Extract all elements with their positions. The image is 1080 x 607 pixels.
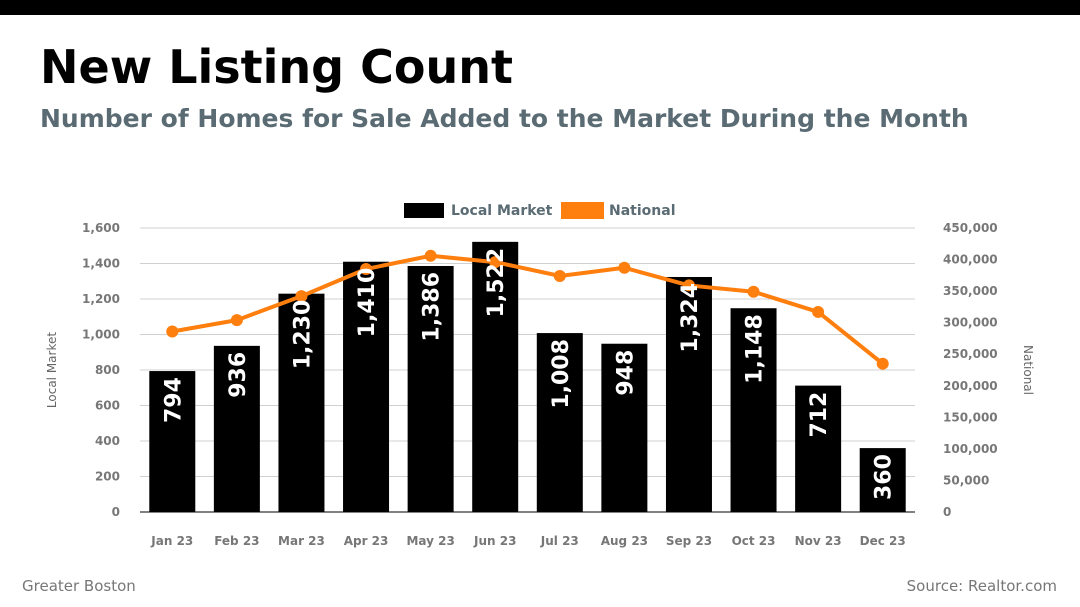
x-tick-label: Nov 23 [795, 534, 842, 548]
y-tick-label-right: 200,000 [943, 379, 998, 393]
national-point [682, 279, 695, 292]
page-subtitle: Number of Homes for Sale Added to the Ma… [40, 104, 969, 133]
y-tick-label-left: 1,200 [82, 292, 120, 306]
bar-local-market [278, 293, 325, 512]
page-title: New Listing Count [40, 40, 513, 94]
national-point [876, 357, 889, 370]
x-tick-label: May 23 [406, 534, 454, 548]
bar-local-market [795, 385, 842, 512]
legend-label-local-market: Local Market [451, 203, 553, 219]
bar-local-market [665, 276, 712, 512]
y-tick-label-left: 600 [95, 399, 120, 413]
bar-local-market [730, 308, 777, 512]
y-tick-label-right: 250,000 [943, 347, 998, 361]
y-tick-label-left: 1,000 [82, 328, 120, 342]
x-tick-label: Jun 23 [473, 534, 516, 548]
national-line [171, 253, 884, 366]
x-tick-label: Sep 23 [666, 534, 712, 548]
bar-local-market [407, 265, 454, 512]
footer-source: Source: Realtor.com [906, 577, 1057, 595]
top-bar [0, 0, 1080, 15]
x-tick-label: Feb 23 [214, 534, 259, 548]
gridlines [140, 227, 915, 477]
bar-value-label: 948 [613, 350, 638, 396]
bar-series-local-market [149, 241, 906, 512]
bar-value-label: 1,410 [355, 268, 380, 338]
legend-label-national: National [609, 203, 676, 219]
y-tick-label-right: 400,000 [943, 253, 998, 267]
y-tick-label-right: 350,000 [943, 284, 998, 298]
bar-local-market [213, 345, 260, 512]
bar-local-market [859, 448, 906, 512]
y-tick-label-left: 1,400 [82, 257, 120, 271]
legend-swatch-national [561, 202, 604, 219]
bar-value-label: 360 [872, 454, 897, 500]
y-tick-label-right: 0 [943, 505, 951, 519]
y-tick-label-left: 200 [95, 470, 120, 484]
bar-local-market [601, 343, 648, 512]
bar-local-market [472, 241, 519, 512]
national-point [424, 249, 437, 262]
bar-local-market [149, 371, 196, 512]
y-tick-label-right: 100,000 [943, 442, 998, 456]
national-point [812, 305, 825, 318]
bar-local-market [536, 333, 583, 512]
legend: Local Market National [404, 202, 676, 219]
axes: 0 200 400 600 800 1,000 1,200 1,400 1,600 0 50,000… [45, 221, 1035, 548]
y-tick-label-left: 800 [95, 363, 120, 377]
footer-region: Greater Boston [22, 577, 136, 595]
y-axis-title-left: Local Market [45, 332, 59, 408]
bar-value-label: 1,324 [678, 283, 703, 353]
national-point [489, 256, 502, 269]
national-point [166, 325, 179, 338]
bar-value-label: 1,008 [549, 339, 574, 409]
x-tick-label: Oct 23 [732, 534, 776, 548]
y-tick-label-right: 150,000 [943, 410, 998, 424]
y-tick-label-left: 400 [95, 434, 120, 448]
national-point [230, 314, 243, 327]
bar-value-label: 794 [161, 377, 186, 423]
x-tick-label: Mar 23 [278, 534, 325, 548]
y-tick-label-left: 0 [112, 505, 120, 519]
x-tick-label: Apr 23 [344, 534, 389, 548]
bar-value-label: 1,522 [484, 248, 509, 318]
national-point [553, 269, 566, 282]
line-series-national [166, 249, 889, 370]
national-point [747, 285, 760, 298]
national-point [295, 290, 308, 303]
x-tick-label: Jan 23 [150, 534, 193, 548]
y-tick-label-right: 300,000 [943, 316, 998, 330]
national-point [618, 261, 631, 274]
bar-value-label: 936 [226, 352, 251, 398]
y-tick-label-right: 50,000 [943, 473, 989, 487]
x-tick-label: Aug 23 [601, 534, 648, 548]
national-point [360, 263, 373, 276]
legend-swatch-local-market [404, 203, 444, 218]
bar-value-label: 1,230 [290, 300, 315, 370]
y-tick-label-right: 450,000 [943, 221, 998, 235]
bar-value-label: 1,148 [743, 314, 768, 384]
bar-value-label: 712 [807, 392, 832, 438]
y-axis-title-right: National [1021, 345, 1035, 395]
x-tick-label: Dec 23 [860, 534, 906, 548]
y-tick-label-left: 1,600 [82, 221, 120, 235]
bar-value-label: 1,386 [420, 272, 445, 342]
bar-local-market [343, 261, 390, 512]
x-tick-label: Jul 23 [540, 534, 579, 548]
